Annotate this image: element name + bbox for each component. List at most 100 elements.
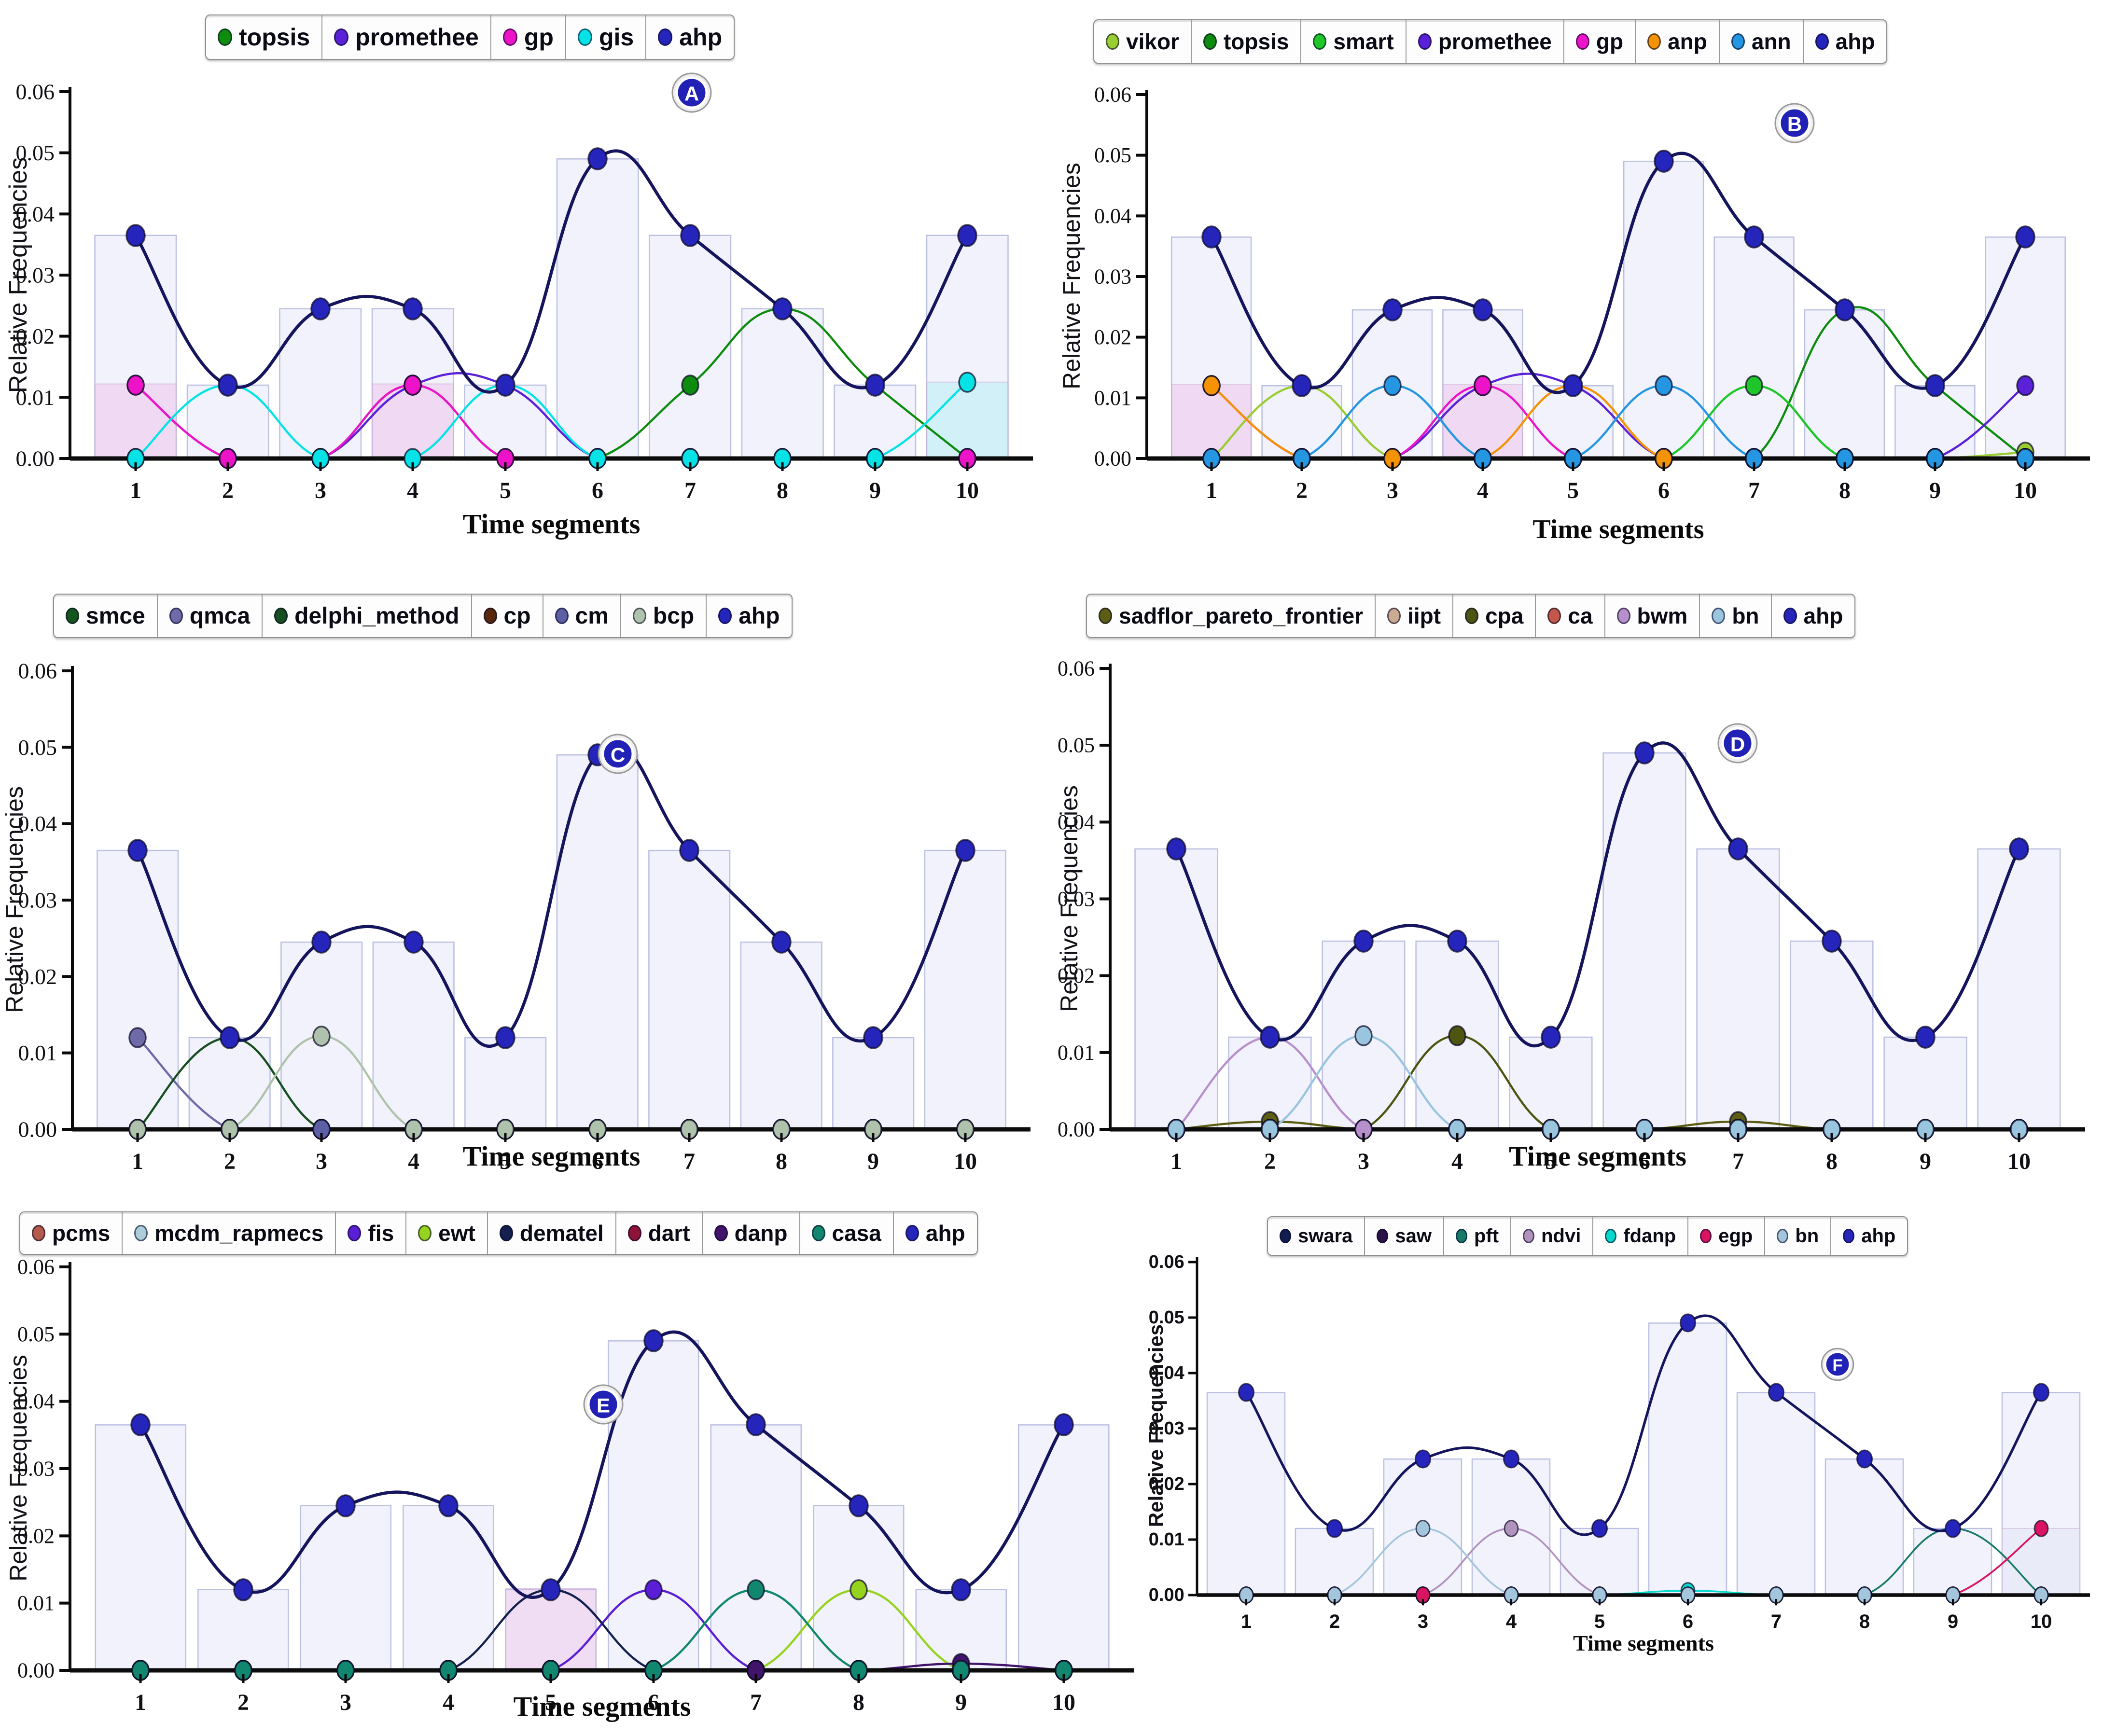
panel-badge-B: B	[1774, 103, 1815, 143]
bar-x10	[1977, 848, 2061, 1130]
y-tick-label: 0.01	[1058, 1041, 1095, 1064]
panel-badge-D: D	[1717, 723, 1758, 764]
x-tick-label: 6	[648, 1690, 659, 1715]
legend-label-topsis: topsis	[1223, 29, 1289, 54]
legend-marker-bcp-icon	[632, 608, 646, 624]
y-tick-label: 0.02	[1058, 964, 1095, 987]
legend-label-egp: egp	[1718, 1225, 1753, 1247]
bar-x1	[97, 849, 179, 1130]
legend-marker-vikor-icon	[1106, 33, 1119, 50]
x-tick-label: 2	[1296, 478, 1308, 503]
x-tick-label: 4	[1506, 1611, 1517, 1632]
legend-marker-ahp-icon	[718, 608, 732, 624]
x-tick-label: 3	[1358, 1149, 1369, 1174]
legend-label-ahp: ahp	[738, 603, 780, 629]
marker-gp-x4	[1474, 375, 1492, 396]
svg-text:E: E	[597, 1394, 610, 1417]
legend-item-fdanp: fdanp	[1593, 1217, 1689, 1255]
legend-item-ahp: ahp	[1772, 595, 1855, 637]
x-tick-label: 7	[1748, 478, 1760, 503]
bar-x5	[464, 1037, 547, 1130]
marker-ahp-x1	[125, 224, 146, 247]
marker-ahp-x1	[1201, 225, 1222, 249]
x-tick-label: 8	[776, 1149, 787, 1174]
legend-marker-mcdm_rapmecs-icon	[134, 1225, 148, 1241]
marker-ahp-x9	[1944, 1519, 1962, 1538]
marker-ahp-x9	[1925, 374, 1945, 397]
x-tick-label: 3	[316, 1149, 327, 1174]
y-tick-label: 0.03	[17, 1457, 55, 1481]
legend-label-ann: ann	[1751, 29, 1791, 54]
bar-x6	[608, 1340, 699, 1671]
panel-A-chart: 0.06 0.05 0.04 0.03 0.02 0.01 0.00 1 2 3 4 5 6 7 8 9 10 T…	[16, 72, 1033, 540]
x-tick-label: 2	[1264, 1149, 1276, 1174]
legend-panel-F: swara saw pft ndvi fdanp egp bn ahp	[1267, 1216, 1908, 1256]
legend-label-cpa: cpa	[1485, 603, 1524, 628]
bar-extra-x1	[1171, 384, 1252, 459]
x-tick-label: 10	[954, 1149, 977, 1174]
marker-ahp-x5	[1591, 1519, 1608, 1538]
marker-ahp-x7	[1768, 1383, 1785, 1402]
x-tick-label: 2	[222, 478, 234, 503]
y-tick-label: 0.02	[1094, 325, 1131, 349]
legend-item-egp: egp	[1688, 1217, 1766, 1255]
legend-item-ahp: ahp	[707, 595, 791, 637]
legend-label-smce: smce	[86, 603, 145, 629]
series-line-ahp	[134, 149, 969, 394]
marker-ahp-x6	[1654, 150, 1674, 173]
marker-ann-x3	[1383, 375, 1402, 396]
legend-marker-ndvi-icon	[1523, 1229, 1535, 1243]
marker-ahp-x2	[233, 1578, 253, 1601]
x-axis-title: Time segments	[463, 508, 641, 540]
x-tick-label: 9	[867, 1149, 879, 1174]
legend-item-bcp: bcp	[621, 595, 707, 637]
y-axis-title-B: Relative Frequencies	[1058, 163, 1085, 389]
legend-marker-ewt-icon	[418, 1225, 432, 1241]
legend-label-ndvi: ndvi	[1541, 1225, 1581, 1247]
x-tick-label: 7	[750, 1690, 762, 1715]
marker-ahp-x7	[679, 839, 699, 862]
legend-item-topsis: topsis	[1192, 20, 1302, 63]
y-tick-label: 0.01	[17, 1591, 55, 1615]
y-tick-label: 0.00	[1058, 1118, 1095, 1141]
x-tick-label: 6	[592, 478, 603, 503]
x-tick-label: 9	[1948, 1611, 1958, 1632]
y-tick-label: 0.04	[18, 811, 57, 836]
x-tick-label: 1	[1241, 1611, 1252, 1632]
marker-ahp-x2	[1326, 1519, 1343, 1538]
x-tick-label: 9	[869, 478, 881, 503]
marker-ahp-x3	[310, 297, 331, 320]
marker-ahp-x3	[1414, 1449, 1432, 1469]
legend-item-dematel: dematel	[488, 1212, 616, 1254]
legend-label-bn: bn	[1732, 603, 1759, 628]
legend-label-iipt: iipt	[1407, 603, 1441, 628]
y-tick-label: 0.00	[17, 1659, 55, 1682]
legend-marker-egp-icon	[1700, 1229, 1712, 1243]
legend-label-danp: danp	[734, 1221, 788, 1246]
panel-F: 0.06 0.05 0.04 0.03 0.02 0.01 0.00 1 2 3 4 5 6 7 8 9 10 T…	[1134, 1226, 2103, 1708]
legend-marker-ahp-icon	[905, 1225, 919, 1241]
legend-label-ca: ca	[1568, 603, 1593, 628]
marker-ahp-x5	[541, 1578, 561, 1601]
legend-label-pcms: pcms	[52, 1221, 111, 1246]
x-tick-label: 10	[1052, 1690, 1075, 1715]
x-tick-label: 9	[955, 1690, 967, 1715]
bar-x9	[1894, 385, 1976, 459]
marker-ahp-x6	[1679, 1313, 1697, 1333]
x-tick-label: 1	[135, 1690, 146, 1715]
legend-item-topsis: topsis	[206, 15, 323, 59]
panel-badge-F: F	[1821, 1347, 1854, 1381]
marker-ahp-x10	[2009, 837, 2029, 861]
bar-x7	[649, 235, 732, 459]
x-tick-label: 4	[1477, 478, 1489, 503]
y-tick-label: 0.03	[1058, 887, 1095, 911]
y-axis-title-F: Relative Frequencies	[1144, 1324, 1167, 1528]
y-tick-label: 0.04	[1149, 1363, 1184, 1383]
marker-ahp-x1	[1166, 837, 1186, 861]
marker-ahp-x8	[1822, 930, 1842, 953]
marker-gis-x10	[958, 372, 976, 393]
legend-marker-bn-icon	[1712, 608, 1726, 624]
legend-label-promethee: promethee	[355, 24, 479, 51]
legend-marker-casa-icon	[811, 1225, 825, 1241]
marker-ahp-x4	[1447, 930, 1467, 953]
